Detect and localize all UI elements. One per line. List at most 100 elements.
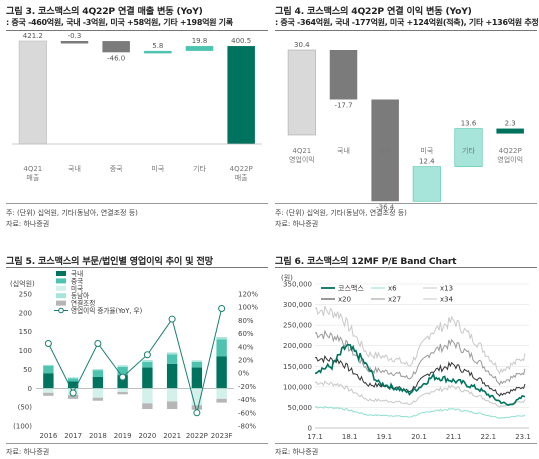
fig3-bottom-rule xyxy=(6,203,268,204)
data-label-1: -17.7 xyxy=(334,101,352,109)
legend-swatch-3 xyxy=(56,293,66,299)
category-label-0-0: 4Q21 xyxy=(292,147,311,155)
waterfall-bar-4 xyxy=(185,46,214,51)
legend-label-4: x27 xyxy=(388,296,401,304)
waterfall-bar-0 xyxy=(18,40,47,145)
x-tick-2: 2018 xyxy=(89,432,107,440)
x-tick-4: 21.1 xyxy=(446,433,462,441)
y-right-tick-5: 20% xyxy=(238,357,254,365)
legend-label-5: 영업이익 증가율(YoY, 우) xyxy=(71,306,142,315)
bar-0-1 xyxy=(67,381,79,389)
pe-band-x34 xyxy=(314,305,526,375)
fig4-panel: 그림 4. 코스맥스의 4Q22P 연결 이익 변동 (YoY) : 중국 -3… xyxy=(275,0,539,230)
bar-4-2 xyxy=(92,397,104,401)
legend-swatch-2 xyxy=(56,285,66,291)
bar-3-6 xyxy=(191,360,203,362)
y-left-tick-7: 250 xyxy=(19,291,32,299)
fig5-source: 자료: 하나증권 xyxy=(6,448,50,456)
bar-2-2 xyxy=(92,388,104,398)
x-tick-1: 2017 xyxy=(64,432,82,440)
y-right-tick-6: 40% xyxy=(238,343,254,351)
fig3-note: 주: (단위) 십억원, 기타(동남아, 연결조정 등) xyxy=(6,209,138,217)
x-tick-2: 19.1 xyxy=(377,433,393,441)
category-label-1-0: 국내 xyxy=(337,146,350,155)
bar-0-0 xyxy=(43,373,54,389)
fig6-bottom-rule xyxy=(275,443,537,444)
data-label-3: 5.8 xyxy=(152,42,163,50)
fig6-top-rule xyxy=(275,267,537,268)
y-left-tick-1: (50) xyxy=(18,404,33,412)
bar-3-4 xyxy=(142,360,153,362)
fig6-title: 그림 6. 코스맥스의 12MF P/E Band Chart xyxy=(275,256,457,267)
x-tick-0: 2016 xyxy=(39,432,57,440)
data-label-4: 19.8 xyxy=(192,37,208,45)
legend-label-0: 코스맥스 xyxy=(338,284,364,293)
bar-4-5 xyxy=(166,401,178,410)
y-right-tick-1: -60% xyxy=(238,409,256,417)
waterfall-bar-2 xyxy=(102,41,130,53)
x-tick-6: 23.1 xyxy=(515,433,531,441)
growth-point-5 xyxy=(168,315,176,323)
legend-label-4: 연결조정 xyxy=(71,299,95,308)
category-label-4-0: 기타 xyxy=(193,164,206,173)
fig3-chart: 421.24Q21매출-0.3국내-46.0중국5.8미국19.8기타400.5… xyxy=(12,32,262,182)
y-right-tick-2: -40% xyxy=(238,396,256,404)
x-tick-0: 17.1 xyxy=(307,433,323,441)
fig6-source: 자료: 하나증권 xyxy=(275,448,319,456)
y-left-tick-2: 0 xyxy=(28,385,32,393)
fig4-source: 자료: 하나증권 xyxy=(275,220,319,228)
fig3-top-rule xyxy=(6,30,268,31)
x-tick-5: 22.1 xyxy=(481,433,497,441)
waterfall-bar-5 xyxy=(227,46,255,144)
waterfall-bar-5 xyxy=(496,128,524,134)
waterfall-bar-0 xyxy=(287,49,316,136)
fig5-top-rule xyxy=(6,267,268,268)
bar-4-4 xyxy=(142,403,153,410)
fig3-panel: 그림 3. 코스맥스의 4Q22P 연결 매출 변동 (YoY) : 중국 -4… xyxy=(6,0,268,230)
x-tick-5: 2021 xyxy=(163,432,181,440)
bar-1-1 xyxy=(67,378,79,382)
legend-label-0: 국내 xyxy=(71,269,83,278)
fig5-panel: 그림 5. 코스맥스의 부문/법인별 영업이익 추이 및 전망 (십억원) (10… xyxy=(6,250,268,459)
pe-band-x13 xyxy=(314,380,526,408)
bar-1-4 xyxy=(142,361,153,368)
fig4-subtitle: : 중국 -364억원, 국내 -177억원, 미국 +124억원(적축), 기… xyxy=(275,18,539,27)
bar-1-3 xyxy=(117,366,128,376)
y-tick-5: 250,000 xyxy=(283,322,312,330)
waterfall-bar-1 xyxy=(60,41,89,44)
fig5-title: 그림 5. 코스맥스의 부문/법인별 영업이익 추이 및 전망 xyxy=(6,256,213,267)
legend-label-2: x13 xyxy=(440,285,453,293)
fig3-title: 그림 3. 코스맥스의 4Q22P 연결 매출 변동 (YoY) xyxy=(6,6,203,17)
legend-marker-5 xyxy=(58,307,64,314)
bar-0-7 xyxy=(216,356,227,389)
growth-point-0 xyxy=(44,340,52,347)
y-right-tick-9: 100% xyxy=(238,304,258,312)
legend-label-1: x6 xyxy=(388,285,397,293)
legend-swatch-1 xyxy=(56,278,66,284)
y-right-tick-8: 80% xyxy=(238,317,254,325)
fig3-source: 자료: 하나증권 xyxy=(6,220,50,228)
bar-0-4 xyxy=(142,367,153,389)
category-label-5-1: 영업이익 xyxy=(497,155,523,164)
growth-point-1 xyxy=(69,389,77,397)
waterfall-bar-3 xyxy=(412,166,441,202)
fig5-bottom-rule xyxy=(6,443,268,444)
bar-0-6 xyxy=(191,367,203,389)
category-label-2-0: 중국 xyxy=(379,147,392,155)
bar-3-1 xyxy=(67,377,79,379)
fig4-bottom-rule xyxy=(275,203,537,204)
fig3-subtitle: : 중국 -460억원, 국내 -3억원, 미국 +58억원, 기타 +198억… xyxy=(6,18,233,27)
bar-4-7 xyxy=(216,398,227,403)
category-label-0-0: 4Q21 xyxy=(23,165,42,173)
growth-line xyxy=(47,308,223,413)
growth-point-2 xyxy=(94,340,102,347)
bar-4-1 xyxy=(67,395,79,399)
data-label-0: 421.2 xyxy=(23,32,43,40)
y-left-tick-3: 50 xyxy=(23,366,32,374)
bar-2-6 xyxy=(191,388,203,406)
fig4-title: 그림 4. 코스맥스의 4Q22P 연결 이익 변동 (YoY) xyxy=(275,6,472,17)
x-tick-7: 2023F xyxy=(211,432,233,440)
bar-0-2 xyxy=(92,376,104,389)
category-label-5-0: 4Q22P xyxy=(230,165,253,173)
bar-2-0 xyxy=(43,388,54,393)
